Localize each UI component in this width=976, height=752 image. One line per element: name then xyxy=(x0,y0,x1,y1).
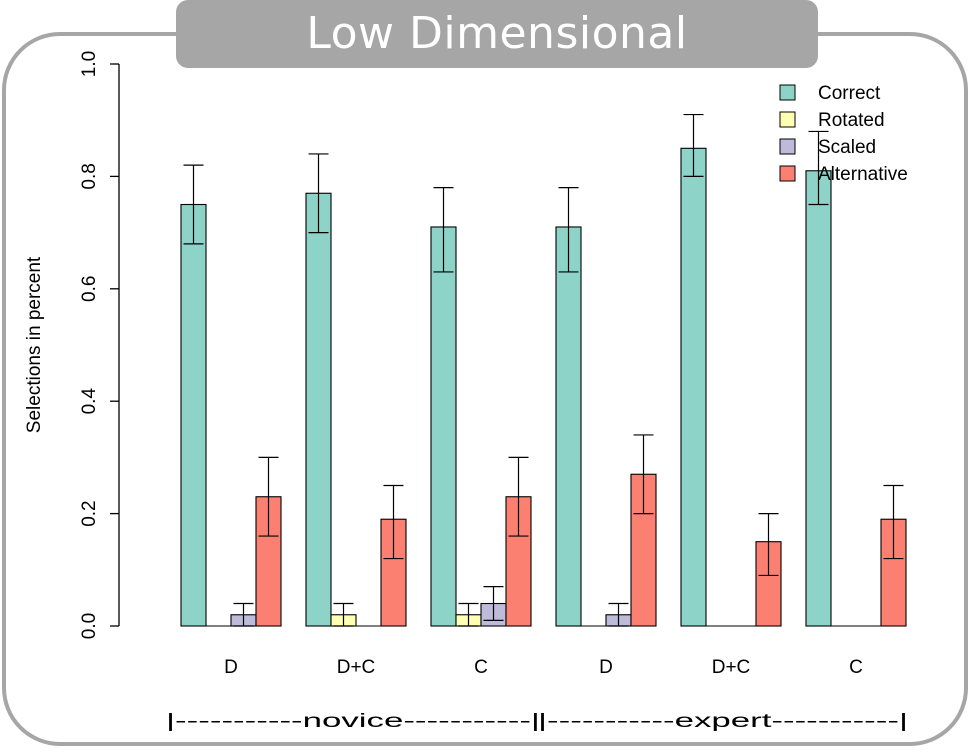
legend-label-alternative: Alternative xyxy=(818,164,908,185)
legend-label-rotated: Rotated xyxy=(818,110,885,131)
bar-correct-2 xyxy=(430,226,457,627)
bar-correct-4 xyxy=(680,147,707,627)
error-bar-rotated-1 xyxy=(333,602,354,627)
banner-title: Low Dimensional xyxy=(176,0,818,68)
legend-label-correct: Correct xyxy=(818,83,881,104)
x-tick-labels: D D+C C D D+C C xyxy=(224,657,863,678)
error-bar-rotated-2 xyxy=(458,602,479,627)
x-tick-label: C xyxy=(474,657,488,678)
error-bar-scaled-3 xyxy=(608,602,629,627)
y-axis-label: Selections in percent xyxy=(24,256,45,433)
error-bars xyxy=(183,113,904,627)
error-bar-correct-2 xyxy=(433,187,454,273)
x-tick-label: D+C xyxy=(337,657,376,678)
legend: Correct Rotated Scaled Alternative xyxy=(779,83,908,185)
error-bar-correct-5 xyxy=(808,130,829,206)
x-tick-label: D xyxy=(599,657,613,678)
group-label-0: |-----------novice-----------| xyxy=(166,711,540,732)
error-bar-scaled-2 xyxy=(483,586,504,621)
error-bar-correct-4 xyxy=(683,113,704,177)
x-tick-label: D+C xyxy=(712,657,751,678)
error-bar-correct-1 xyxy=(308,153,329,234)
y-axis: 0.0 0.2 0.4 0.6 0.8 1.0 xyxy=(79,51,120,639)
error-bar-correct-3 xyxy=(558,187,579,273)
y-tick-label: 1.0 xyxy=(79,51,100,77)
bar-correct-3 xyxy=(555,226,582,627)
group-label-1: |-----------expert-----------| xyxy=(538,711,908,732)
legend-swatch-scaled xyxy=(779,138,796,155)
error-bar-correct-0 xyxy=(183,164,204,245)
x-tick-label: C xyxy=(849,657,863,678)
x-tick-label: D xyxy=(224,657,238,678)
error-bar-alternative-1 xyxy=(383,484,404,560)
legend-swatch-alternative xyxy=(779,165,796,182)
error-bar-alternative-3 xyxy=(633,434,654,515)
group-labels: |-----------novice-----------||---------… xyxy=(166,711,908,732)
error-bar-alternative-5 xyxy=(883,484,904,560)
error-bar-alternative-0 xyxy=(258,456,279,537)
error-bar-alternative-2 xyxy=(508,456,529,537)
y-tick-label: 0.0 xyxy=(79,613,100,639)
bar-correct-0 xyxy=(180,203,207,627)
legend-swatch-rotated xyxy=(779,111,796,128)
bar-correct-1 xyxy=(305,192,332,627)
error-bar-alternative-4 xyxy=(758,512,779,577)
y-tick-label: 0.6 xyxy=(79,276,100,302)
y-tick-label: 0.2 xyxy=(79,500,100,526)
error-bar-scaled-0 xyxy=(233,602,254,627)
y-tick-label: 0.4 xyxy=(79,388,100,415)
bars xyxy=(180,147,907,627)
y-tick-label: 0.8 xyxy=(79,163,100,189)
legend-label-scaled: Scaled xyxy=(818,137,876,158)
legend-swatch-correct xyxy=(779,84,796,101)
bar-correct-5 xyxy=(805,170,832,627)
